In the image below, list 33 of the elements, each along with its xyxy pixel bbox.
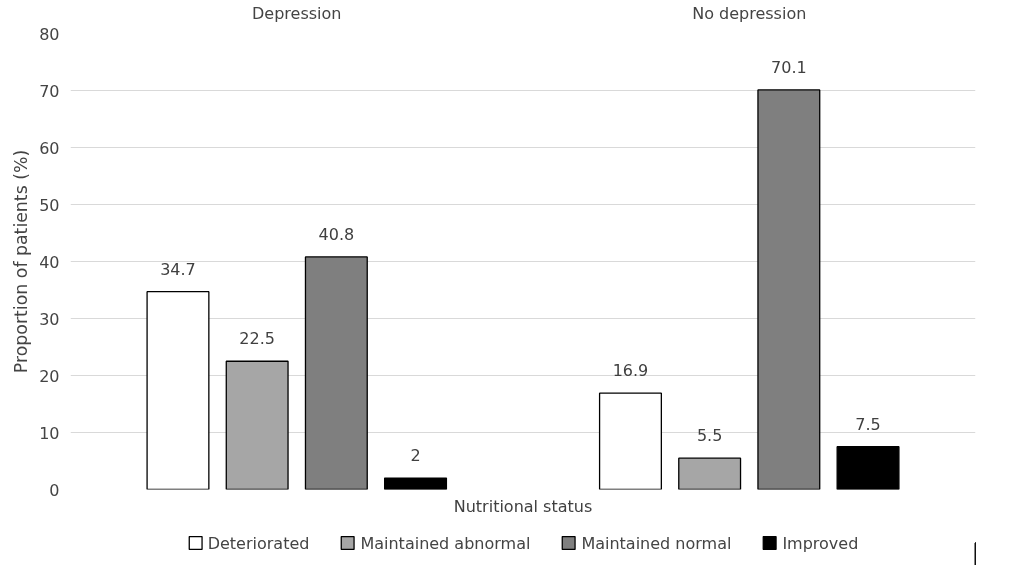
y-tick-label: 10 [39,423,60,443]
y-tick-label: 50 [39,195,60,215]
legend-label: Maintained normal [581,533,732,552]
y-tick-label: 80 [39,24,60,44]
bar [678,457,742,490]
data-label: 2 [410,446,421,465]
data-label: 22.5 [239,329,275,349]
bar [225,360,289,490]
bar [757,89,821,490]
x-axis-title: Nutritional status [453,496,593,516]
y-tick-label: 0 [49,480,60,500]
x-tick-label: Depression [252,3,342,23]
data-label: 5.5 [696,426,723,446]
legend-label: Improved [782,533,859,552]
y-tick-label: 30 [39,309,60,329]
y-tick-label: 40 [39,252,60,272]
bar [598,392,662,490]
data-label: 16.9 [612,361,649,381]
bar [384,477,448,490]
bar [836,446,900,490]
x-tick-label: No depression [692,3,807,23]
data-label: 40.8 [318,224,355,244]
legend-label: Maintained abnormal [360,533,531,552]
y-axis-title: Proportion of patients (%) [11,149,32,374]
y-tick-label: 70 [39,81,60,101]
data-label: 70.1 [771,57,807,77]
bar [304,256,368,490]
data-label: 34.7 [160,259,196,279]
data-label: 7.5 [855,414,881,434]
legend-label: Deteriorated [207,533,310,552]
y-tick-label: 60 [39,138,60,158]
y-tick-label: 20 [39,366,60,386]
bar [146,291,210,490]
